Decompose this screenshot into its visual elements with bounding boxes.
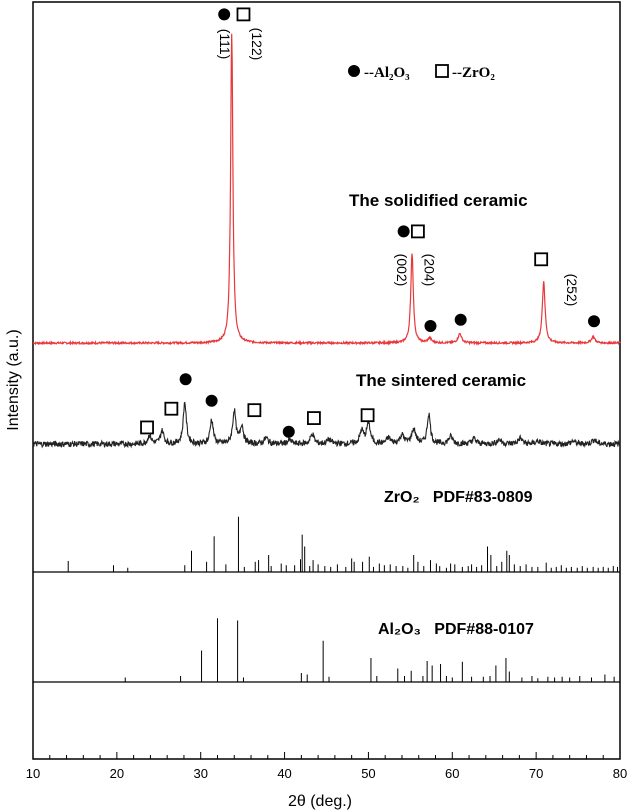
hkl-labels: (111) (122) (002) (204) (252) xyxy=(217,28,580,307)
solidified-zro2-marker xyxy=(411,224,425,239)
sintered-zro2-marker xyxy=(247,403,262,418)
y-axis-title: Intensity (a.u.) xyxy=(5,329,22,430)
solidified-al2o3-marker xyxy=(454,313,467,326)
solidified-zro2-marker xyxy=(534,252,549,267)
reference-sticks-zro2 xyxy=(67,516,618,572)
plot-frame xyxy=(32,1,621,760)
x-axis-ticks xyxy=(32,752,621,759)
x-axis-title: 2θ (deg.) xyxy=(288,793,352,810)
legend-al2o3-circle-icon xyxy=(348,65,360,77)
sintered-zro2-marker xyxy=(140,420,154,435)
sintered-al2o3-marker xyxy=(205,394,218,407)
solidified-al2o3-marker xyxy=(424,319,437,332)
legend-zro2-label: --ZrO₂ xyxy=(452,65,495,81)
sintered-al2o3-marker xyxy=(179,373,192,386)
solidified-al2o3-marker xyxy=(588,315,601,328)
legend-zro2-square-icon xyxy=(435,64,449,78)
phase-markers xyxy=(140,7,601,438)
series-line-solidified xyxy=(32,33,621,346)
series-line-sintered xyxy=(32,401,621,449)
reference-sticks-al2o3 xyxy=(124,618,615,682)
legend: --Al₂O₃ --ZrO₂ xyxy=(348,64,495,81)
reference-label-zro2: ZrO₂ PDF#83-0809 xyxy=(384,489,533,506)
x-tick-label: 60 xyxy=(445,766,459,781)
x-tick-label: 40 xyxy=(277,766,291,781)
solidified-zro2-marker xyxy=(236,7,251,22)
solidified-al2o3-marker xyxy=(397,225,410,238)
hkl-label: (252) xyxy=(564,274,580,307)
x-axis-tick-labels: 10 20 30 40 50 60 70 80 xyxy=(26,766,627,781)
hkl-label: (002) xyxy=(394,254,410,287)
reference-label-al2o3: Al₂O₃ PDF#88-0107 xyxy=(378,621,534,638)
sintered-zro2-marker xyxy=(164,401,179,416)
legend-al2o3-label: --Al₂O₃ xyxy=(364,65,410,81)
hkl-label: (111) xyxy=(217,29,233,60)
sintered-zro2-marker xyxy=(307,411,321,425)
x-tick-label: 20 xyxy=(110,766,124,781)
x-tick-label: 30 xyxy=(193,766,207,781)
x-tick-label: 50 xyxy=(361,766,375,781)
series-label-sintered: The sintered ceramic xyxy=(356,371,526,390)
x-tick-label: 70 xyxy=(529,766,543,781)
x-tick-label: 80 xyxy=(613,766,627,781)
sintered-zro2-marker xyxy=(360,408,375,423)
x-tick-label: 10 xyxy=(26,766,40,781)
solidified-al2o3-marker xyxy=(218,8,231,21)
hkl-label: (122) xyxy=(249,28,265,61)
hkl-label: (204) xyxy=(422,254,438,287)
series-label-solidified: The solidified ceramic xyxy=(349,191,528,210)
sintered-al2o3-marker xyxy=(282,425,295,438)
